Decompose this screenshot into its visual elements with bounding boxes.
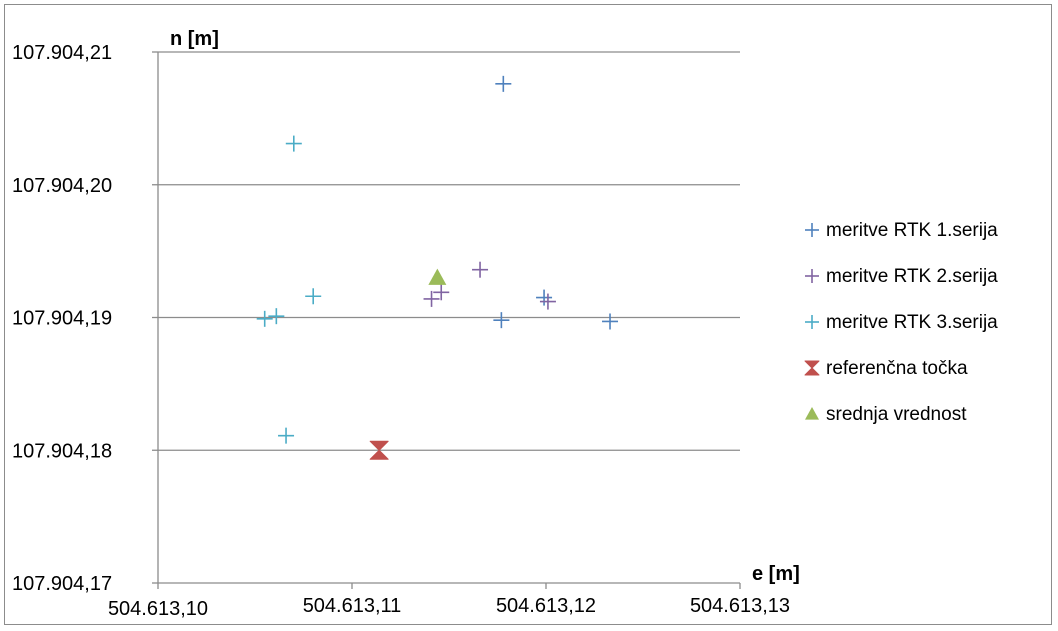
series-1-point: [495, 75, 512, 92]
legend-label-5: srednja vrednost: [826, 404, 967, 425]
series-1-point: [536, 289, 553, 306]
legend-label-2: meritve RTK 2.serija: [826, 266, 998, 287]
y-tick-label: 107.904,20: [12, 175, 112, 197]
x-tick-label: 504.613,12: [496, 595, 596, 617]
x-axis-title: e [m]: [752, 563, 800, 585]
series-2-point: [539, 293, 556, 310]
legend-label-3: meritve RTK 3.serija: [826, 312, 998, 333]
chart-frame: [4, 4, 1052, 625]
series-3-point: [305, 288, 322, 305]
series-3-point: [268, 308, 285, 325]
legend-marker-2: [805, 269, 819, 283]
series-2-point: [423, 290, 440, 307]
series-1-point: [493, 312, 510, 329]
y-tick-label: 107.904,21: [12, 42, 112, 64]
y-tick-label: 107.904,17: [12, 573, 112, 595]
x-tick-label: 504.613,11: [303, 595, 402, 617]
data-markers: [256, 75, 619, 460]
legend-marker-1: [805, 223, 819, 237]
series-5-point: [428, 268, 447, 285]
axes: 107.904,21 107.904,20 107.904,19 107.904,18…: [12, 28, 800, 620]
series-4-point: [369, 440, 389, 460]
series-2-point: [433, 284, 450, 301]
y-tick-label: 107.904,19: [12, 308, 112, 330]
legend-label-1: meritve RTK 1.serija: [826, 220, 998, 241]
x-tick-label: 504.613,13: [690, 595, 790, 617]
series-3-point: [278, 427, 295, 444]
y-axis-title: n [m]: [170, 28, 219, 50]
series-3-point: [256, 310, 273, 327]
legend-marker-5: [805, 407, 819, 420]
legend-marker-3: [805, 315, 819, 329]
legend: meritve RTK 1.serija meritve RTK 2.serija…: [804, 220, 998, 425]
legend-marker-4: [804, 360, 820, 376]
x-tick-label: 504.613,10: [108, 598, 208, 620]
y-tick-label: 107.904,18: [12, 440, 112, 462]
series-1-point: [602, 313, 619, 330]
series-2-point: [472, 261, 489, 278]
grid-lines: [158, 51, 740, 451]
series-3-point: [285, 135, 302, 152]
legend-label-4: referenčna točka: [826, 358, 968, 379]
